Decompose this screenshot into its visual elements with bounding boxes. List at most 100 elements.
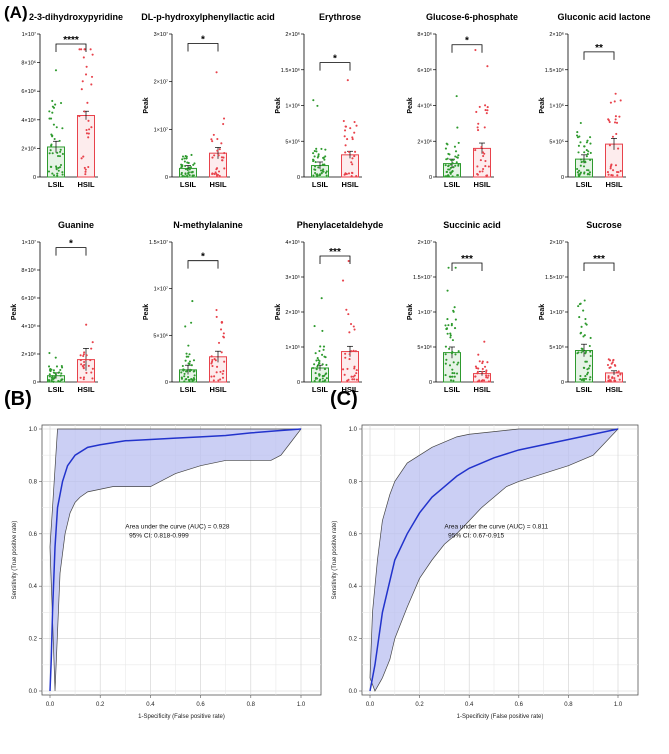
data-point [474, 149, 477, 152]
data-point [587, 150, 590, 153]
data-point [448, 375, 451, 378]
data-point [221, 372, 224, 375]
y-tick-label: 0 [165, 380, 168, 386]
data-point [355, 175, 358, 178]
data-point [85, 323, 88, 326]
data-point [583, 171, 586, 174]
data-point [312, 152, 315, 155]
data-point [351, 157, 354, 160]
data-point [351, 136, 354, 139]
y-tick-label: 2×10⁶ [417, 138, 432, 145]
data-point [454, 266, 457, 269]
data-point [455, 95, 458, 98]
data-point [614, 115, 617, 118]
data-point [222, 369, 225, 373]
data-point [579, 302, 582, 305]
data-point [322, 345, 326, 348]
data-point [447, 168, 450, 171]
data-point [444, 353, 447, 356]
data-point [588, 344, 591, 348]
data-point [54, 69, 58, 72]
y-tick-label: 1.5×10⁶ [281, 67, 300, 74]
data-point [608, 366, 611, 369]
data-point [350, 350, 353, 353]
data-point [474, 365, 477, 368]
data-point [52, 106, 56, 109]
x-axis-label: 1-Specificity (False positive rate) [457, 714, 544, 720]
data-point [317, 361, 320, 365]
data-point [577, 174, 580, 177]
y-tick-label: 0.4 [29, 584, 38, 590]
data-point [346, 367, 349, 370]
data-point [447, 152, 450, 155]
y-tick-label: 8×10⁶ [417, 31, 432, 38]
data-point [606, 363, 610, 367]
data-point [52, 380, 55, 383]
data-point [589, 142, 592, 145]
data-point [313, 150, 316, 153]
data-point [456, 126, 459, 129]
significance-label: * [201, 35, 205, 46]
data-point [316, 357, 319, 360]
data-point [451, 368, 454, 371]
data-point [89, 359, 92, 362]
data-point [313, 325, 316, 328]
bar-chart-1: 2-3-dihydroxypyridine 0 2×10⁶ 4×10⁶ 6×10⁶ 8×1… [21, 12, 123, 189]
data-point [614, 164, 618, 167]
data-point [457, 163, 460, 166]
y-tick-label: 0 [33, 380, 36, 386]
data-point [607, 375, 610, 378]
data-point [457, 361, 460, 364]
data-point [478, 105, 481, 108]
y-tick-label: 5×10⁶ [417, 344, 432, 351]
data-point [348, 353, 351, 356]
data-point [213, 172, 216, 176]
data-point [321, 363, 324, 366]
data-point [579, 331, 583, 334]
data-point [56, 151, 59, 154]
data-point [445, 170, 448, 173]
x-category-label: HSIL [341, 180, 359, 189]
bar-chart-4: Glucose-6-phosphate 0 2×10⁶ 4×10⁶ 6×10⁶ 8×10⁶… [407, 12, 518, 189]
data-point [82, 366, 85, 369]
data-point [586, 153, 589, 156]
data-point [342, 120, 345, 123]
data-point [221, 376, 225, 379]
data-point [454, 318, 457, 321]
y-tick-label: 0.0 [29, 689, 38, 695]
data-point [193, 162, 196, 165]
data-point [214, 359, 217, 362]
data-point [321, 329, 324, 332]
data-point [52, 174, 56, 177]
data-point [577, 151, 580, 154]
data-point [53, 376, 56, 379]
data-point [452, 309, 455, 312]
data-point [54, 373, 57, 376]
data-point [59, 150, 62, 153]
data-point [344, 144, 347, 147]
data-point [61, 173, 64, 176]
data-point [56, 174, 59, 177]
data-point [58, 139, 61, 142]
y-tick-label: 4×10⁶ [417, 103, 432, 110]
x-tick-label: 0.4 [465, 702, 474, 708]
data-point [215, 71, 218, 74]
data-point [321, 380, 324, 383]
data-point [451, 175, 454, 178]
significance-bracket [187, 260, 219, 269]
data-point [321, 163, 324, 166]
data-point [481, 170, 484, 173]
data-point [586, 139, 589, 142]
data-point [215, 371, 218, 374]
data-point [223, 167, 226, 170]
data-point [83, 360, 86, 364]
data-point [353, 328, 356, 331]
y-tick-label: 6×10⁶ [21, 88, 36, 95]
data-point [612, 359, 615, 362]
data-point [311, 366, 315, 370]
data-point [60, 378, 63, 381]
data-point [352, 349, 355, 352]
data-point [589, 350, 592, 353]
data-point [583, 334, 586, 337]
data-point [316, 156, 319, 159]
